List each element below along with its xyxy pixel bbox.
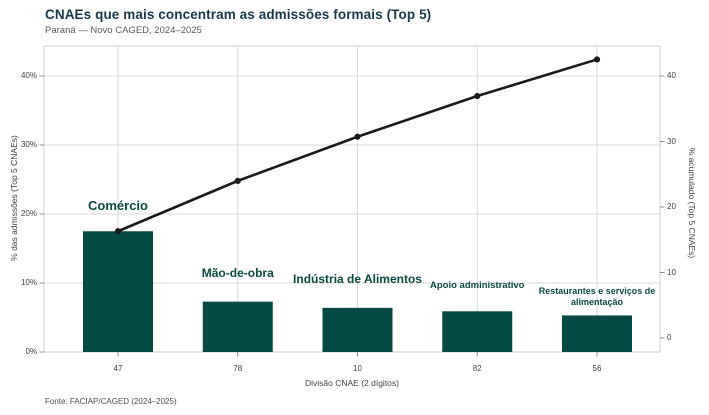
line-marker <box>474 92 481 100</box>
x-axis-tick-label: 82 <box>472 364 482 373</box>
category-label: Mão-de-obra <box>201 266 274 280</box>
right-axis-tick-label: 0 <box>667 333 672 342</box>
right-axis-tick-label: 40 <box>667 71 676 80</box>
left-axis-tick-label: 20% <box>20 209 37 218</box>
bar <box>442 311 513 352</box>
left-axis-tick-label: 10% <box>20 278 37 287</box>
x-axis-tick-label: 47 <box>113 364 123 373</box>
chart-title: CNAEs que mais concentram as admissões f… <box>45 7 432 22</box>
x-axis-tick-label: 10 <box>353 364 362 373</box>
x-axis-title: Divisão CNAE (2 dígitos) <box>304 378 399 388</box>
bar <box>202 301 273 352</box>
bar <box>83 231 153 352</box>
right-axis-tick-label: 10 <box>667 267 676 277</box>
x-axis-tick-label: 56 <box>592 364 602 373</box>
right-axis-tick-label: 30 <box>667 136 676 146</box>
x-axis-tick-label: 78 <box>233 364 243 373</box>
line-marker <box>354 133 361 140</box>
right-axis-tick-label: 20 <box>667 202 676 211</box>
category-label: Restaurantes e serviços de alimentação <box>538 286 656 307</box>
chart-subtitle: Paraná — Novo CAGED, 2024–2025 <box>45 25 202 36</box>
line-marker <box>234 177 241 184</box>
bar <box>322 307 393 352</box>
line-marker <box>593 56 601 63</box>
left-axis-tick-label: 0% <box>25 347 37 356</box>
category-label: Indústria de Alimentos <box>293 272 422 286</box>
bar <box>562 315 632 352</box>
source-note: Fonte: FACIAP/CAGED (2024–2025) <box>45 397 177 406</box>
line-marker <box>114 228 122 235</box>
category-label: Apoio administrativo <box>430 280 525 291</box>
left-axis-tick-label: 30% <box>20 140 37 149</box>
left-axis-tick-label: 40% <box>20 71 37 80</box>
category-label: Comércio <box>88 198 148 213</box>
